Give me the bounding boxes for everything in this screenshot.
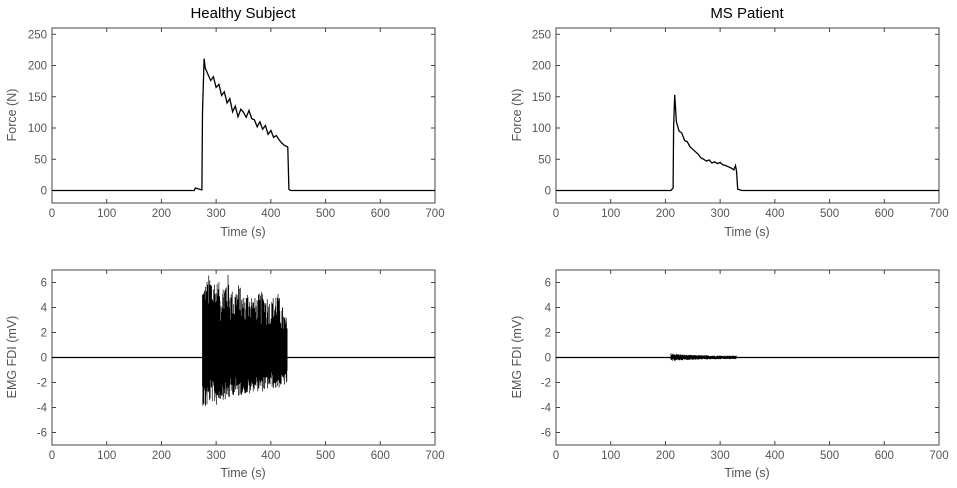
plot-area: [556, 94, 939, 192]
y-tick-label: -6: [37, 428, 47, 440]
x-tick-label: 500: [820, 208, 839, 220]
x-tick-label: 700: [929, 208, 948, 220]
y-tick-label: 100: [28, 123, 47, 135]
y-tick-label: 4: [41, 303, 48, 315]
y-tick-label: 50: [538, 154, 551, 166]
x-tick-label: 0: [553, 208, 559, 220]
y-tick-label: 4: [545, 303, 552, 315]
x-tick-label: 100: [601, 208, 620, 220]
x-tick-label: 200: [656, 208, 675, 220]
y-tick-label: -2: [37, 378, 47, 390]
x-tick-label: 200: [152, 208, 171, 220]
x-tick-label: 400: [765, 208, 784, 220]
x-tick-label: 300: [207, 208, 226, 220]
x-tick-label: 300: [711, 450, 730, 462]
y-tick-label: 0: [41, 353, 47, 365]
x-tick-label: 0: [49, 208, 55, 220]
x-tick-label: 400: [765, 450, 784, 462]
x-tick-label: 600: [875, 450, 894, 462]
x-tick-label: 100: [97, 208, 116, 220]
y-tick-label: 0: [545, 186, 551, 198]
chart-title: Healthy Subject: [190, 5, 296, 22]
x-axis-label: Time (s): [724, 466, 769, 480]
panel-healthy-force: Healthy Subject 0 100 200 300 400 500 600 700 0 5…: [5, 5, 445, 239]
x-tick-label: 400: [261, 208, 280, 220]
y-axis-label: EMG FDI (mV): [5, 316, 19, 399]
x-tick-label: 100: [601, 450, 620, 462]
x-tick-label: 500: [316, 450, 335, 462]
y-tick-label: 250: [532, 29, 551, 41]
y-axis-label: Force (N): [510, 89, 524, 142]
y-tick-label: -2: [541, 378, 551, 390]
y-tick-label: 50: [34, 154, 47, 166]
x-tick-label: 300: [711, 208, 730, 220]
x-axis-label: Time (s): [220, 225, 265, 239]
plot-frame: [555, 27, 940, 204]
x-tick-label: 300: [207, 450, 226, 462]
panel-healthy-emg: 0 100 200 300 400 500 600 700 -6 -4 -2 0 2 4 6 Time (s…: [5, 269, 445, 480]
plot-area: [556, 353, 939, 361]
ticks: 0 100 200 300 400 500 600 700 -6 -4 -2 0 2 4 6: [541, 270, 949, 462]
plot-area: [52, 58, 435, 192]
x-tick-label: 600: [875, 208, 894, 220]
y-tick-label: -4: [37, 403, 48, 415]
x-tick-label: 700: [929, 450, 948, 462]
x-tick-label: 500: [316, 208, 335, 220]
y-axis-label: Force (N): [5, 89, 19, 142]
force-trace: [556, 94, 939, 192]
panel-ms-emg: 0 100 200 300 400 500 600 700 -6 -4 -2 0 2 4 6 Time (s…: [510, 269, 949, 480]
ticks: 0 100 200 300 400 500 600 700 0 50 100 150 200 250: [28, 28, 445, 220]
x-tick-label: 600: [371, 450, 390, 462]
y-tick-label: 6: [545, 278, 551, 290]
y-tick-label: -6: [541, 428, 551, 440]
emg-burst: [202, 274, 288, 406]
x-tick-label: 200: [152, 450, 171, 462]
force-trace: [52, 58, 435, 192]
y-tick-label: -4: [541, 403, 552, 415]
y-axis-label: EMG FDI (mV): [510, 316, 524, 399]
y-tick-label: 250: [28, 29, 47, 41]
y-tick-label: 200: [28, 61, 47, 73]
x-tick-label: 0: [49, 450, 55, 462]
x-tick-label: 400: [261, 450, 280, 462]
y-tick-label: 0: [41, 186, 47, 198]
x-tick-label: 700: [425, 450, 444, 462]
y-tick-label: 200: [532, 61, 551, 73]
y-tick-label: 2: [41, 328, 47, 340]
ticks: 0 100 200 300 400 500 600 700 0 50 100 150 200 250: [532, 28, 949, 220]
y-tick-label: 2: [545, 328, 551, 340]
chart-title: MS Patient: [710, 5, 784, 22]
plot-frame: [51, 27, 436, 204]
y-tick-label: 0: [545, 353, 551, 365]
y-tick-label: 150: [532, 92, 551, 104]
x-tick-label: 700: [425, 208, 444, 220]
ticks: 0 100 200 300 400 500 600 700 -6 -4 -2 0 2 4 6: [37, 270, 445, 462]
x-tick-label: 600: [371, 208, 390, 220]
plot-area: [52, 274, 435, 406]
y-tick-label: 100: [532, 123, 551, 135]
x-tick-label: 100: [97, 450, 116, 462]
y-tick-label: 6: [41, 278, 47, 290]
y-tick-label: 150: [28, 92, 47, 104]
x-tick-label: 0: [553, 450, 559, 462]
x-tick-label: 500: [820, 450, 839, 462]
x-tick-label: 200: [656, 450, 675, 462]
panel-ms-force: MS Patient 0 100 200 300 400 500 600 700 0 50 100 1…: [510, 5, 949, 239]
x-axis-label: Time (s): [220, 466, 265, 480]
emg-burst: [670, 353, 737, 361]
x-axis-label: Time (s): [724, 225, 769, 239]
